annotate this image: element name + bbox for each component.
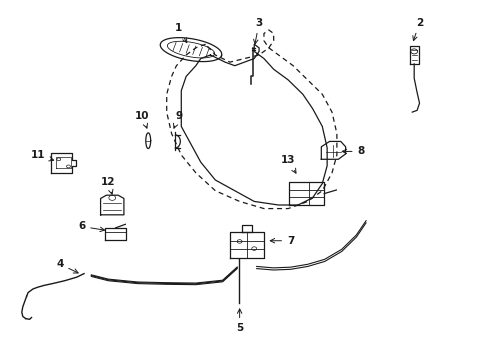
Text: 4: 4: [56, 259, 78, 273]
Text: 8: 8: [342, 147, 364, 157]
Text: 6: 6: [78, 221, 104, 231]
Text: 2: 2: [412, 18, 422, 41]
Text: 7: 7: [270, 236, 294, 246]
Text: 10: 10: [135, 111, 149, 128]
Text: 5: 5: [236, 309, 243, 333]
Text: 3: 3: [253, 18, 262, 44]
Text: 9: 9: [173, 111, 182, 128]
Text: 12: 12: [101, 177, 115, 194]
Text: 1: 1: [175, 23, 186, 42]
Text: 13: 13: [281, 156, 295, 173]
Text: 11: 11: [31, 150, 54, 161]
